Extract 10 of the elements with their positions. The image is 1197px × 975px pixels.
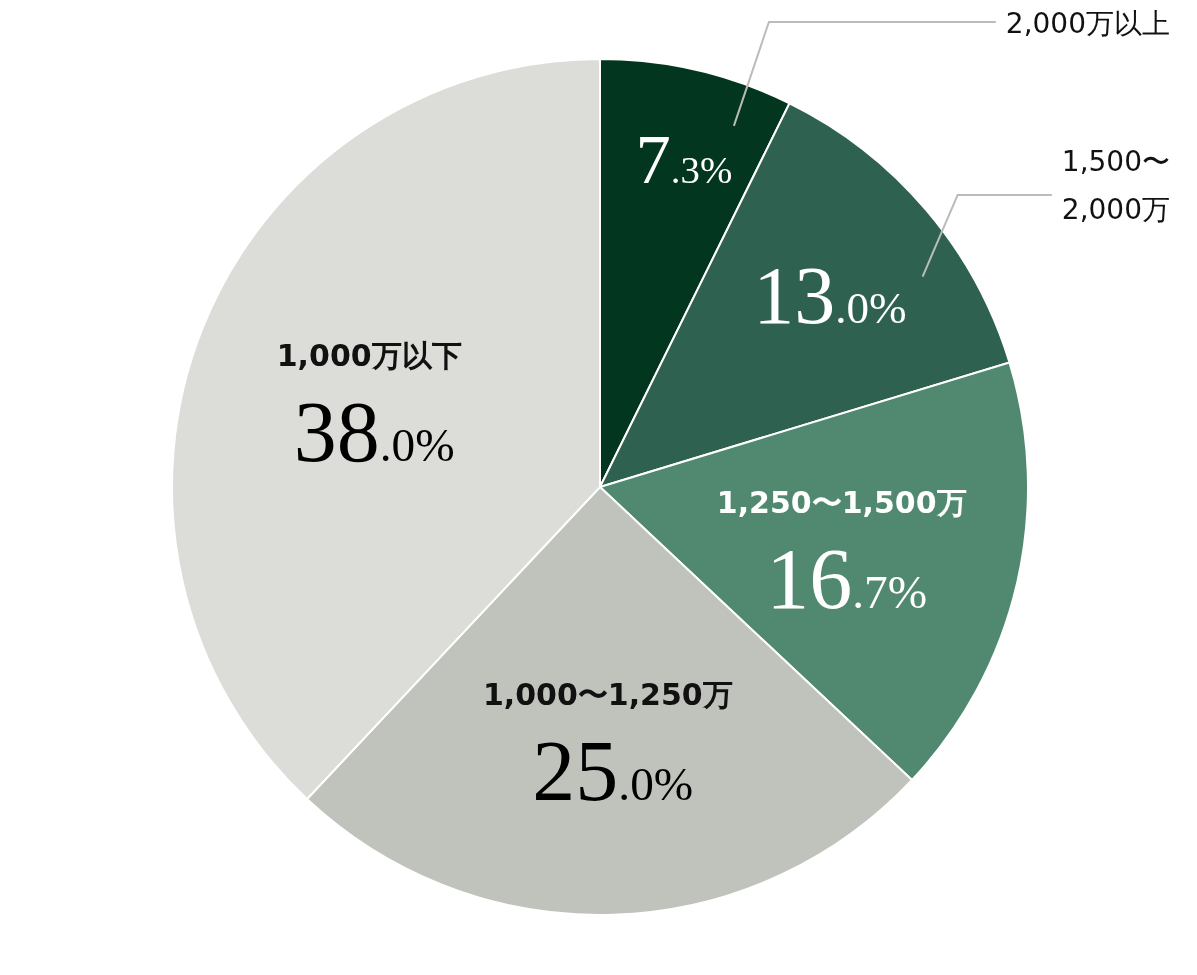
data-label: 13.0% — [753, 250, 907, 342]
data-label: 25.0% — [532, 723, 694, 820]
slice-label: 1,500〜2,000万 — [1061, 145, 1170, 226]
data-label: 7.3% — [635, 120, 733, 199]
slice-label: 1,000〜1,250万 — [482, 677, 733, 713]
slice-label: 1,000万以下 — [276, 337, 462, 373]
data-label: 16.7% — [766, 531, 928, 628]
slice-label: 2,000万以上 — [1005, 7, 1170, 40]
data-label: 38.0% — [293, 383, 455, 480]
slice-label: 1,250〜1,500万 — [716, 485, 967, 521]
